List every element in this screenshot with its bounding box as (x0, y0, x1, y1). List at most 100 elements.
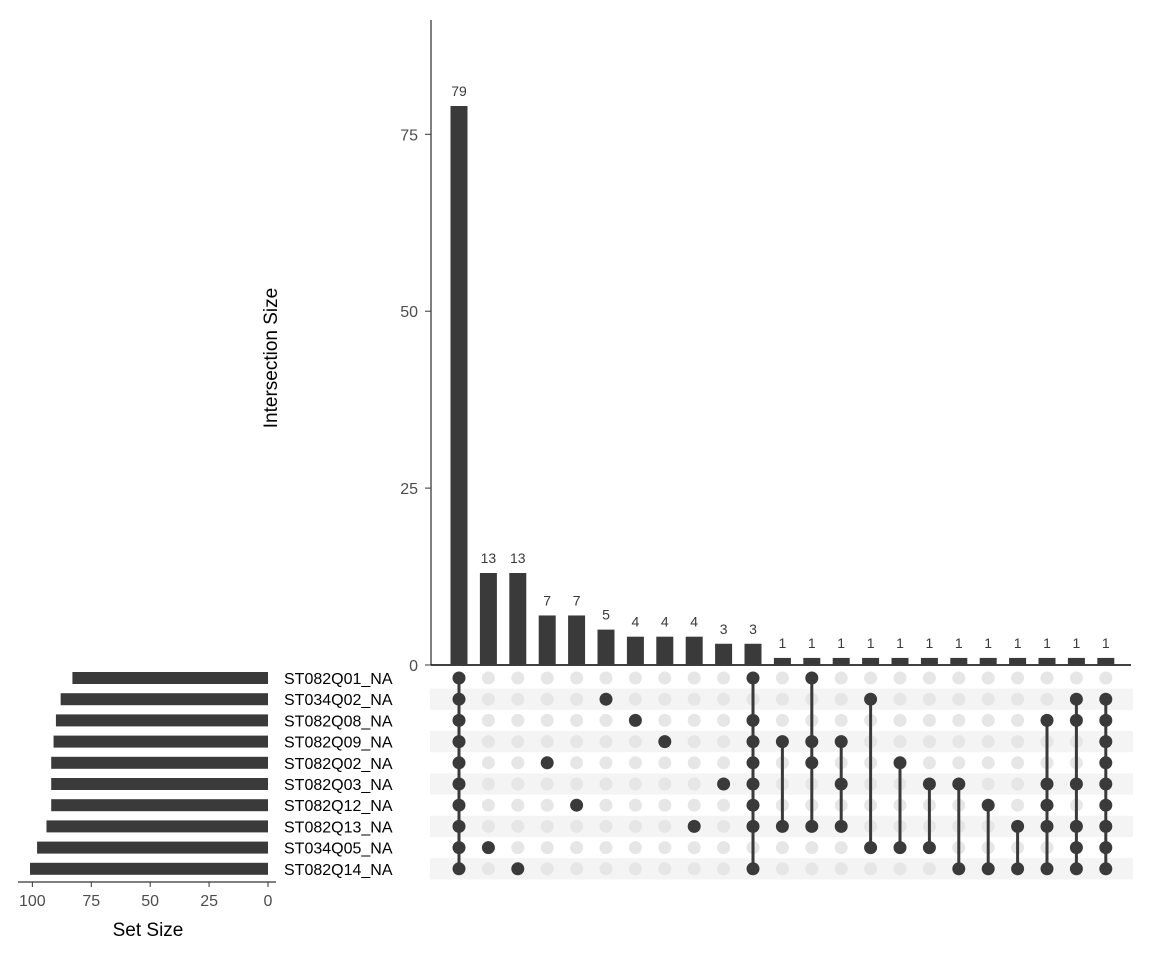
matrix-dot-inactive (775, 713, 789, 727)
matrix-dot-inactive (658, 713, 672, 727)
matrix-dot-active (746, 713, 760, 727)
matrix-dot-inactive (1040, 671, 1054, 685)
matrix-dot-inactive (599, 777, 613, 791)
matrix-dot-inactive (570, 671, 584, 685)
matrix-dot-inactive (658, 841, 672, 855)
matrix-dot-active (658, 735, 672, 749)
matrix-dot-inactive (834, 692, 848, 706)
matrix-dot-inactive (717, 862, 731, 876)
matrix-dot-inactive (1011, 671, 1025, 685)
matrix-dot-inactive (952, 671, 966, 685)
matrix-dot-inactive (717, 841, 731, 855)
matrix-dot-active (1069, 777, 1083, 791)
matrix-dot-inactive (481, 862, 495, 876)
intersection-bar (950, 657, 968, 665)
matrix-dot-inactive (1011, 735, 1025, 749)
intersection-bar-label: 3 (749, 621, 757, 637)
matrix-dot-inactive (511, 713, 525, 727)
set-size-bar (55, 714, 268, 727)
set-size-bar (51, 778, 269, 790)
matrix-dot-inactive (717, 735, 731, 749)
intersection-bar-label: 7 (543, 592, 551, 608)
matrix-dot-inactive (717, 798, 731, 812)
intersection-bar (626, 636, 644, 665)
matrix-dot-inactive (775, 862, 789, 876)
intersection-bar-label: 13 (510, 550, 526, 566)
matrix-dot-inactive (540, 671, 554, 685)
matrix-dot-active (864, 692, 878, 706)
matrix-dot-active (452, 671, 466, 685)
matrix-dot-inactive (540, 692, 554, 706)
set-size-bar (72, 672, 269, 684)
matrix-dot-inactive (687, 777, 701, 791)
matrix-dot-inactive (628, 819, 642, 833)
matrix-dot-inactive (628, 841, 642, 855)
intersection-bar-label: 4 (690, 614, 698, 630)
matrix-dot-active (775, 819, 789, 833)
set-name-label: ST082Q14_NA (284, 862, 393, 879)
matrix-dot-inactive (481, 777, 495, 791)
matrix-dot-active (1069, 819, 1083, 833)
intersection-bar (832, 657, 850, 665)
intersection-bar-label: 5 (602, 607, 610, 623)
matrix-dot-inactive (570, 713, 584, 727)
set-name-label: ST082Q13_NA (284, 819, 393, 836)
intersection-bar (1038, 657, 1056, 665)
matrix-dot-active (746, 735, 760, 749)
matrix-dot-inactive (864, 671, 878, 685)
matrix-dot-active (540, 756, 554, 770)
intersection-bar-label: 1 (926, 635, 934, 651)
matrix-dot-inactive (864, 862, 878, 876)
matrix-dot-active (481, 841, 495, 855)
set-size-bar (46, 820, 268, 833)
matrix-dot-inactive (952, 756, 966, 770)
matrix-dot-inactive (775, 671, 789, 685)
intersection-bar (862, 657, 880, 665)
matrix-dot-inactive (481, 798, 495, 812)
matrix-dot-inactive (922, 735, 936, 749)
intersection-bar-label: 1 (1102, 635, 1110, 651)
intersection-bar-label: 1 (984, 635, 992, 651)
matrix-dot-inactive (1069, 671, 1083, 685)
matrix-dot-active (1069, 841, 1083, 855)
matrix-dot-active (805, 735, 819, 749)
matrix-dot-inactive (599, 862, 613, 876)
matrix-dot-active (981, 798, 995, 812)
matrix-dot-inactive (687, 671, 701, 685)
matrix-dot-inactive (981, 671, 995, 685)
matrix-dot-inactive (481, 692, 495, 706)
matrix-dot-active (893, 841, 907, 855)
intersection-bar (538, 615, 556, 665)
set-name-label: ST082Q03_NA (284, 777, 393, 794)
intersection-bar (685, 636, 703, 665)
matrix-dot-inactive (570, 862, 584, 876)
matrix-dot-inactive (481, 671, 495, 685)
intersection-bar-label: 1 (837, 635, 845, 651)
set-size-tick-label: 100 (19, 893, 46, 910)
matrix-dot-inactive (834, 713, 848, 727)
intersection-bar-label: 1 (955, 635, 963, 651)
matrix-dot-active (1099, 798, 1113, 812)
matrix-dot-inactive (599, 735, 613, 749)
matrix-dot-active (1040, 798, 1054, 812)
set-name-label: ST034Q02_NA (284, 692, 393, 709)
matrix-dot-active (1099, 841, 1113, 855)
matrix-dot-inactive (893, 862, 907, 876)
matrix-dot-active (570, 798, 584, 812)
y-axis-title: Intersection Size (261, 288, 282, 428)
intersection-bar-label: 79 (451, 83, 467, 99)
intersection-bar-label: 3 (720, 621, 728, 637)
matrix-dot-inactive (658, 692, 672, 706)
matrix-dot-inactive (981, 756, 995, 770)
matrix-dot-inactive (511, 735, 525, 749)
matrix-dot-inactive (511, 671, 525, 685)
matrix-dot-inactive (599, 671, 613, 685)
matrix-dot-inactive (511, 692, 525, 706)
matrix-dot-active (1099, 713, 1113, 727)
matrix-dot-inactive (922, 692, 936, 706)
set-size-tick-label: 0 (264, 893, 273, 910)
intersection-bar-label: 1 (808, 635, 816, 651)
intersection-bar (891, 657, 909, 665)
matrix-dot-active (452, 756, 466, 770)
matrix-dot-inactive (540, 862, 554, 876)
